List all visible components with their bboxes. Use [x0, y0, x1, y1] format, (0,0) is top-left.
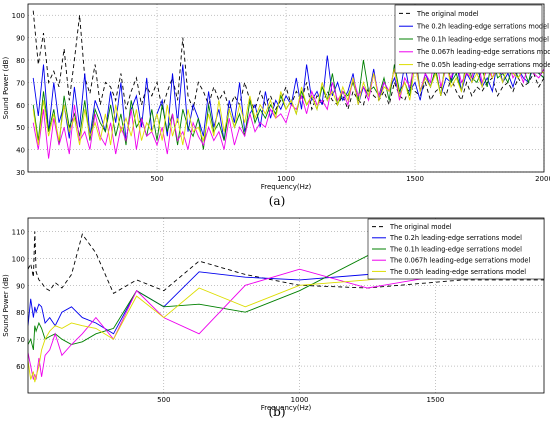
- y-axis-label: Sound Power (dB): [2, 274, 10, 337]
- y-tick-label: 40: [16, 147, 25, 155]
- series-line-5: [28, 268, 544, 383]
- x-tick-label: 500: [150, 175, 163, 183]
- x-tick-label: 1000: [291, 396, 309, 404]
- x-axis-label: Frequency(Hz): [261, 404, 312, 412]
- y-tick-label: 80: [16, 309, 25, 317]
- legend-entry-5: The 0.05h leading-edge serrations model: [416, 61, 550, 69]
- series-line-5: [32, 59, 544, 146]
- y-tick-label: 100: [12, 12, 25, 20]
- y-tick-label: 80: [16, 57, 25, 65]
- chart-panel-a: 30 40 50 60 70 80 90 100 500 1000 1500 2000 Frequenc…: [2, 3, 550, 191]
- y-tick-label: 30: [16, 169, 25, 177]
- x-tick-label: 1500: [426, 396, 444, 404]
- legend-entry-3: The 0.1h leading-edge serrations model: [416, 35, 549, 43]
- legend-entry-1: The original model: [389, 223, 452, 231]
- x-tick-label: 2000: [535, 175, 550, 183]
- legend-entry-3: The 0.1h leading-edge serrations model: [389, 245, 522, 253]
- legend-entry-2: The 0.2h leading-edge serrations model: [389, 234, 522, 242]
- y-tick-label: 50: [16, 124, 25, 132]
- legend-entry-4: The 0.067h leading-edge serrations model: [389, 257, 530, 265]
- series-line-1: [32, 10, 544, 111]
- plot-frame: [27, 217, 545, 394]
- y-tick-label: 90: [16, 35, 25, 43]
- y-axis-label: Sound Power (dB): [2, 57, 10, 120]
- series-line-4: [28, 268, 544, 380]
- legend: The original model The 0.2h leading-edge …: [394, 4, 550, 74]
- y-tick-label: 70: [16, 336, 25, 344]
- x-tick-label: 500: [157, 396, 170, 404]
- plot-frame: [27, 3, 545, 173]
- panel-a-label: (a): [268, 194, 286, 208]
- legend-box: [367, 218, 545, 280]
- y-tick-label: 100: [12, 255, 25, 263]
- y-tick-label: 110: [12, 228, 25, 236]
- x-tick-label: 1500: [406, 175, 424, 183]
- legend-entry-1: The original model: [416, 10, 479, 18]
- legend-entry-5: The 0.05h leading-edge serrations model: [389, 268, 526, 276]
- legend-entry-2: The 0.2h leading-edge serrations model: [416, 23, 549, 31]
- legend: The original model The 0.2h leading-edge …: [367, 218, 545, 280]
- y-tick-label: 60: [16, 102, 25, 110]
- legend-box: [394, 4, 543, 74]
- x-axis-label: Frequency(Hz): [261, 183, 312, 191]
- chart-panel-b: 60 70 80 90 100 110 500 1000 1500 Frequency(Hz) So…: [2, 217, 545, 412]
- x-tick-label: 1000: [277, 175, 295, 183]
- series-line-2: [28, 263, 544, 335]
- series-line-2: [32, 55, 544, 141]
- y-tick-label: 60: [16, 363, 25, 371]
- y-tick-label: 90: [16, 282, 25, 290]
- legend-entry-4: The 0.067h leading-edge serrations model: [416, 48, 550, 56]
- panel-b-label: (b): [268, 405, 286, 419]
- y-tick-label: 70: [16, 79, 25, 87]
